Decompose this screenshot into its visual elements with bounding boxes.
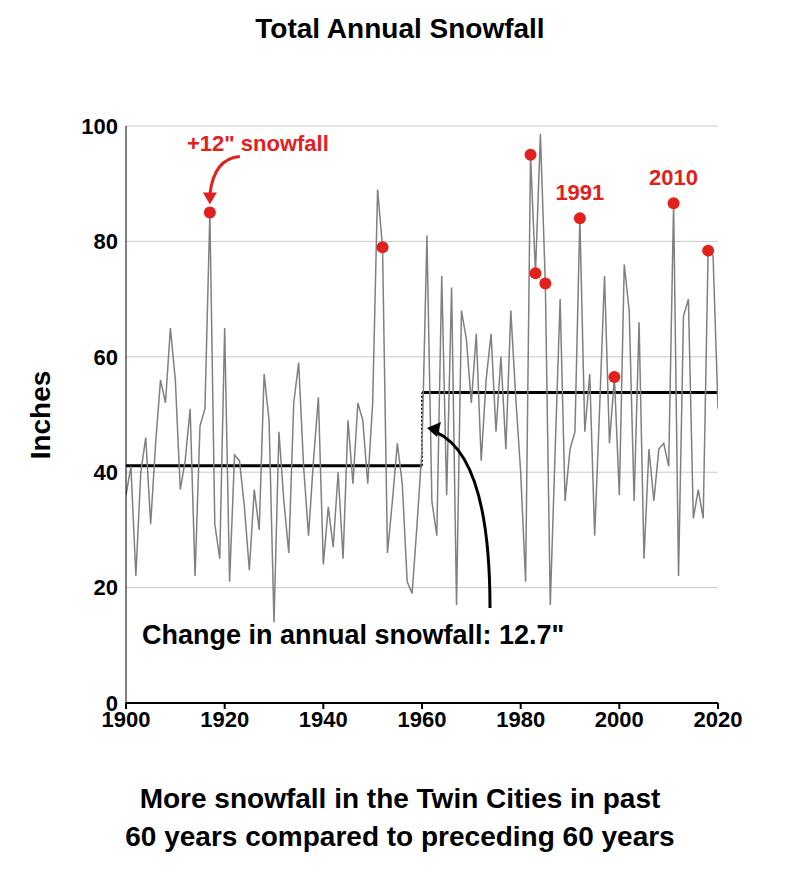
svg-text:2000: 2000 xyxy=(595,707,644,732)
svg-text:Inches: Inches xyxy=(25,371,56,460)
svg-text:1920: 1920 xyxy=(200,707,249,732)
svg-text:40: 40 xyxy=(94,460,118,485)
svg-text:60: 60 xyxy=(94,345,118,370)
svg-text:1991: 1991 xyxy=(555,180,604,205)
svg-text:+12" snowfall: +12" snowfall xyxy=(187,131,329,156)
svg-text:60 years compared to preceding: 60 years compared to preceding 60 years xyxy=(125,821,674,852)
svg-text:1980: 1980 xyxy=(496,707,545,732)
svg-text:80: 80 xyxy=(94,229,118,254)
svg-text:2020: 2020 xyxy=(694,707,743,732)
svg-text:1940: 1940 xyxy=(299,707,348,732)
svg-text:20: 20 xyxy=(94,575,118,600)
svg-text:Total Annual Snowfall: Total Annual Snowfall xyxy=(255,13,544,44)
svg-text:Change in annual snowfall: 12.: Change in annual snowfall: 12.7" xyxy=(142,620,564,650)
svg-text:2010: 2010 xyxy=(649,165,698,190)
svg-text:0: 0 xyxy=(106,691,118,716)
svg-text:1900: 1900 xyxy=(101,706,151,732)
svg-text:1960: 1960 xyxy=(398,707,447,732)
svg-text:More snowfall in the Twin Citi: More snowfall in the Twin Cities in past xyxy=(140,783,661,814)
svg-text:100: 100 xyxy=(81,114,118,139)
